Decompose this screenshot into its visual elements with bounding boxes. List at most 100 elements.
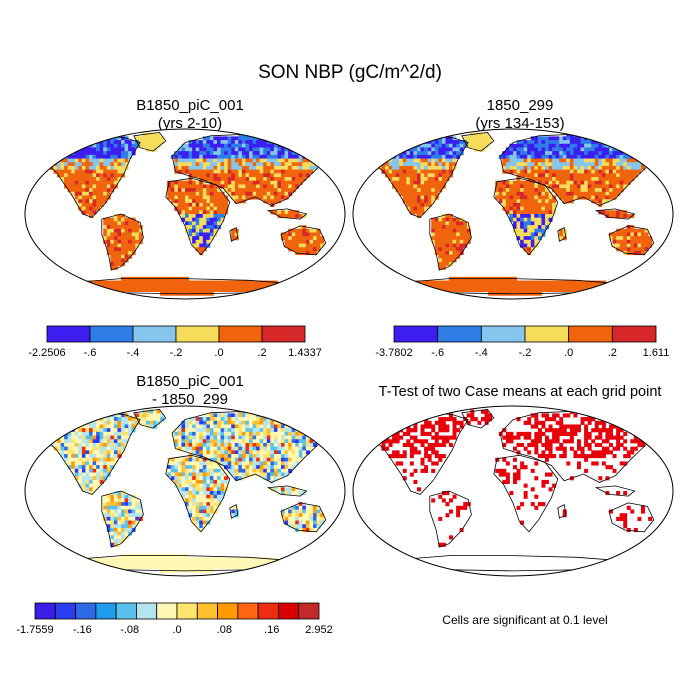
panel1-cell <box>241 188 246 193</box>
panel1-cell <box>263 184 268 189</box>
panel2-cell <box>534 287 539 293</box>
panel3-cell <box>117 539 122 544</box>
panel4-cell <box>445 417 450 422</box>
panel2-cell <box>555 165 560 171</box>
panel3-cell <box>185 564 189 570</box>
panel2-cell <box>424 169 429 174</box>
panel2-cell <box>566 284 571 289</box>
panel2-cell <box>459 221 464 226</box>
panel2-cell <box>473 136 478 141</box>
panel1-cell <box>124 250 129 256</box>
panel1-cell <box>67 169 72 174</box>
panel3-cell <box>305 527 310 533</box>
panel4-cell <box>441 428 446 433</box>
panel3-cell <box>224 435 229 440</box>
panel2-cell <box>644 154 649 159</box>
panel3-cell <box>231 509 236 514</box>
panel4-cell <box>562 413 567 418</box>
panel2-cell <box>584 158 589 163</box>
panel1-cell <box>113 265 118 270</box>
panel1-cell <box>85 206 90 211</box>
panel2-cell <box>438 254 443 259</box>
panel1-cell <box>78 199 83 204</box>
panel3-cell <box>266 428 271 433</box>
panel2-cell <box>530 147 535 152</box>
panel1-cell <box>266 169 271 174</box>
panel1-cell <box>85 169 90 174</box>
panel2-cell <box>502 195 507 200</box>
panel3-cell <box>49 428 54 433</box>
panel1-cell <box>213 154 218 159</box>
panel2-cell <box>605 169 610 174</box>
panel4-cell <box>609 413 613 418</box>
panel1-cell <box>206 158 211 163</box>
panel2-cell <box>488 140 493 145</box>
panel2-cell <box>452 284 457 289</box>
panel2-cell <box>392 180 397 185</box>
panel1-cell <box>89 210 93 215</box>
panel1-cell <box>213 162 218 167</box>
panel3-cell <box>217 413 221 418</box>
panel2-cell <box>434 217 439 222</box>
panel2-cell <box>520 236 525 241</box>
panel1-cell <box>295 243 300 248</box>
panel2-cell <box>626 140 631 145</box>
panel2-cell <box>445 147 450 152</box>
panel3-cell <box>259 461 264 466</box>
panel1-cell <box>234 147 239 152</box>
panel2-cell <box>537 169 542 174</box>
panel3-cell <box>309 516 314 521</box>
panel2-cell <box>569 177 574 182</box>
panel2-cell <box>616 173 621 178</box>
panel2-cell <box>456 287 461 293</box>
panel1-cell <box>245 136 250 141</box>
panel2-cell <box>370 154 375 159</box>
panel4-cell <box>601 413 606 418</box>
panel1-cell <box>224 140 229 145</box>
panel1-cell <box>249 158 253 163</box>
panel1-cell <box>263 169 268 174</box>
panel3-cell <box>160 564 165 570</box>
panel1-cell <box>305 173 310 178</box>
panel2-cell <box>456 243 461 248</box>
panel3-cell <box>117 505 122 510</box>
panel2-cell <box>445 250 450 256</box>
panel3-cell <box>89 476 93 481</box>
panel1-cell <box>121 143 125 148</box>
panel2-cell <box>402 165 407 171</box>
panel1-cell <box>188 217 193 222</box>
panel3-cell <box>309 509 314 514</box>
panel1-cell <box>273 151 278 156</box>
panel1-cell <box>106 228 111 233</box>
panel1-cell <box>199 280 204 285</box>
panel2-cell <box>580 147 585 152</box>
panel2-cell <box>619 143 624 148</box>
panel1-cell <box>177 280 182 285</box>
panel1-cell <box>96 191 101 196</box>
panel1-cell <box>295 143 300 148</box>
panel2-cell <box>406 206 411 211</box>
panel1-cell <box>249 143 253 148</box>
panel2-cell <box>441 221 446 226</box>
panel2-cell <box>402 188 407 193</box>
panel1-cell <box>263 199 268 204</box>
panel3-title-line2: - 1850_299 <box>152 391 228 408</box>
panel2-cell <box>420 165 425 171</box>
panel1-cell <box>124 217 129 222</box>
panel1-cell <box>156 136 161 141</box>
panel3-cell <box>117 502 122 507</box>
panel1-cell <box>110 258 115 263</box>
panel2-cell <box>449 214 453 219</box>
panel4-cell <box>427 420 432 425</box>
panel3-cell <box>227 450 232 455</box>
panel3-cell <box>185 457 189 462</box>
panel2-cell <box>463 143 468 148</box>
panel3-cell <box>192 472 197 477</box>
panel2-cell <box>545 151 549 156</box>
panel3-cell <box>199 439 204 444</box>
panel1-cell <box>99 173 104 178</box>
panel1-cell <box>313 158 317 163</box>
panel1-coast-indonesia <box>266 208 308 220</box>
panel2-cell <box>559 140 564 145</box>
